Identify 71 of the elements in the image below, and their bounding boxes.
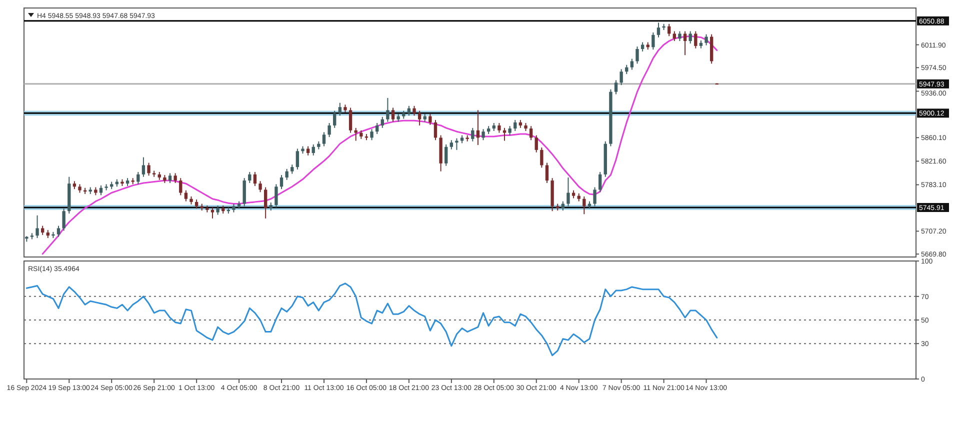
candlestick — [614, 80, 618, 95]
candlestick — [418, 110, 422, 126]
candlestick — [264, 186, 268, 219]
candlestick — [147, 162, 150, 176]
candlestick — [296, 148, 300, 170]
candlestick — [652, 32, 655, 50]
candlestick — [179, 178, 182, 196]
line-series — [26, 282, 718, 356]
candlestick — [328, 122, 331, 138]
candlestick — [274, 184, 278, 208]
candlestick — [36, 214, 39, 239]
candlestick — [566, 176, 570, 207]
candlestick — [386, 97, 390, 122]
candlestick — [412, 105, 416, 116]
candlestick — [242, 178, 246, 207]
candlestick — [678, 30, 682, 42]
candlestick — [62, 208, 66, 232]
candlestick — [174, 172, 177, 184]
candlestick — [40, 225, 44, 236]
candlestick — [455, 138, 458, 150]
candlestick — [280, 174, 284, 190]
candlestick — [694, 30, 698, 49]
candlestick — [285, 168, 288, 180]
candlestick — [428, 113, 432, 126]
candlestick — [253, 171, 257, 187]
candlestick — [391, 107, 395, 122]
candlestick — [142, 156, 146, 178]
candlestick — [306, 146, 310, 156]
candlestick — [471, 127, 474, 142]
candlestick — [630, 58, 634, 70]
candlestick — [99, 184, 103, 196]
candlestick — [210, 206, 214, 219]
candlestick — [216, 205, 220, 216]
candlestick — [434, 119, 438, 141]
candlestick — [636, 46, 639, 64]
candlestick — [508, 126, 512, 136]
candlestick — [593, 186, 596, 207]
candlestick — [322, 132, 326, 147]
candlestick — [540, 146, 544, 168]
candlestick — [338, 102, 342, 116]
candlestick — [482, 128, 485, 141]
candlestick — [514, 119, 517, 132]
candlestick — [640, 42, 644, 52]
candlestick — [656, 22, 660, 38]
candlestick — [333, 110, 336, 128]
candlestick — [529, 126, 533, 141]
line-series — [42, 35, 718, 255]
candlestick — [450, 140, 454, 150]
candlestick — [683, 30, 687, 56]
candlestick — [375, 122, 379, 135]
candlestick — [354, 127, 358, 142]
candlestick — [672, 30, 676, 42]
candlestick — [380, 116, 384, 128]
candlestick — [534, 134, 538, 153]
candlestick — [290, 164, 294, 174]
candlestick — [502, 127, 506, 142]
candlestick — [348, 107, 352, 134]
candlestick — [498, 122, 501, 134]
candlestick — [598, 171, 602, 193]
candlestick — [248, 171, 252, 184]
candlestick — [184, 190, 188, 202]
candlestick — [545, 162, 549, 184]
candlestick — [370, 128, 374, 141]
candlestick — [688, 30, 692, 44]
candlestick — [620, 68, 623, 86]
candlestick — [168, 172, 172, 184]
candlestick — [56, 225, 60, 238]
candlestick — [704, 34, 708, 46]
candlestick — [258, 180, 262, 193]
candlestick — [444, 144, 448, 166]
candlestick — [312, 144, 315, 156]
